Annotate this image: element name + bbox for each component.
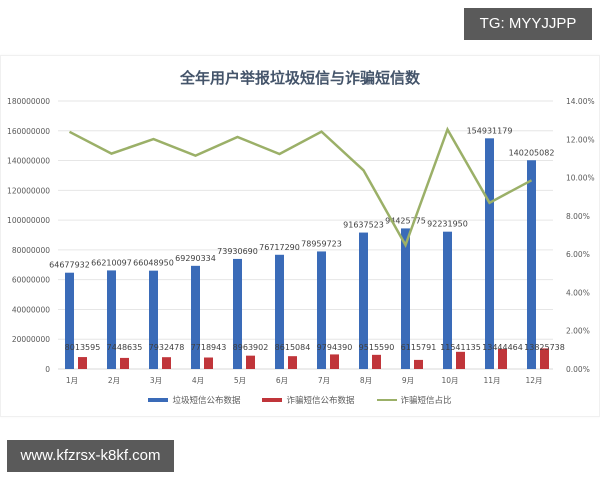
bar-spam-label: 69290334	[175, 254, 216, 263]
bar-spam	[527, 160, 536, 369]
bar-spam	[443, 231, 452, 369]
left-axis-tick: 0	[45, 365, 50, 374]
legend-swatch-icon	[376, 399, 397, 401]
bar-fraud-label: 8615084	[275, 343, 311, 352]
legend-label: 垃圾短信公布数据	[172, 396, 241, 406]
right-axis-tick: 6.00%	[566, 250, 590, 259]
bar-spam	[275, 254, 284, 369]
bar-fraud	[246, 355, 255, 369]
legend-item: 垃圾短信公布数据	[148, 394, 240, 406]
right-axis-tick: 8.00%	[566, 212, 590, 221]
chart-title: 全年用户举报垃圾短信与诈骗短信数	[179, 69, 420, 87]
bar-spam-label: 140205082	[509, 148, 555, 157]
x-axis-tick: 11月	[483, 376, 500, 385]
x-axis-tick: 3月	[150, 376, 162, 385]
bar-spam-label: 64677932	[49, 261, 90, 270]
bar-spam	[485, 138, 494, 369]
left-axis-tick: 140000000	[7, 157, 50, 166]
bar-fraud-label: 7932478	[149, 343, 185, 352]
right-axis-tick: 14.00%	[566, 97, 595, 106]
bar-fraud	[414, 359, 423, 369]
bar-fraud	[288, 356, 297, 369]
left-axis-tick: 160000000	[7, 127, 50, 136]
bar-fraud-label: 6115791	[401, 343, 437, 352]
bar-fraud-label: 7718943	[191, 343, 227, 352]
right-axis-tick: 2.00%	[566, 327, 590, 336]
x-axis-tick: 12月	[525, 376, 542, 385]
bar-spam-label: 91637523	[343, 221, 384, 230]
watermark-top: TG: MYYJJPP	[464, 8, 592, 40]
x-axis-tick: 5月	[234, 376, 246, 385]
x-axis-tick: 1月	[66, 376, 78, 385]
bar-spam	[317, 251, 326, 369]
bar-fraud-label: 8963902	[233, 343, 269, 352]
bar-spam	[65, 272, 74, 369]
bar-spam	[359, 232, 368, 369]
ratio-line	[68, 126, 533, 248]
left-axis-tick: 40000000	[12, 305, 50, 314]
bar-spam-label: 76717290	[259, 243, 300, 252]
bar-spam-label: 73930690	[217, 247, 258, 256]
legend-label: 诈骗短信占比	[400, 396, 452, 406]
bar-fraud	[120, 357, 129, 369]
bar-fraud	[498, 348, 507, 369]
right-axis-tick: 12.00%	[566, 135, 595, 144]
bar-fraud	[162, 357, 171, 369]
watermark-bottom: www.kfzrsx-k8kf.com	[7, 440, 174, 472]
left-axis-tick: 120000000	[7, 186, 50, 195]
bar-fraud	[372, 354, 381, 369]
bar-fraud-label: 11541135	[440, 343, 481, 352]
bar-fraud-label: 8013595	[65, 343, 101, 352]
x-axis-tick: 9月	[402, 376, 414, 385]
bar-fraud	[78, 357, 87, 369]
legend-item: 诈骗短信占比	[376, 394, 452, 406]
bar-spam-label: 92231950	[427, 220, 468, 229]
x-axis-tick: 10月	[441, 376, 458, 385]
bar-spam-label: 94425775	[385, 216, 426, 225]
legend-swatch-icon	[262, 398, 283, 402]
chart-legend: 垃圾短信公布数据 诈骗短信公布数据 诈骗短信占比	[0, 394, 600, 406]
bar-spam-label: 66048950	[133, 259, 174, 268]
bar-fraud	[330, 354, 339, 369]
bar-fraud	[540, 348, 549, 369]
bar-spam-label: 78959723	[301, 239, 342, 248]
x-axis-tick: 7月	[318, 376, 330, 385]
bar-spam	[401, 228, 410, 369]
bar-spam	[107, 270, 116, 369]
bar-fraud	[456, 351, 465, 369]
bar-spam-label: 154931179	[467, 126, 513, 135]
bar-fraud-label: 13825738	[524, 343, 565, 352]
right-axis-tick: 0.00%	[566, 365, 590, 374]
legend-label: 诈骗短信公布数据	[286, 396, 355, 406]
bar-fraud-label: 9515590	[359, 343, 395, 352]
bar-spam	[233, 258, 242, 369]
bar-fraud-label: 13444464	[482, 343, 523, 352]
left-axis-tick: 80000000	[12, 246, 50, 255]
bar-spam	[191, 265, 200, 369]
legend-swatch-icon	[148, 398, 169, 402]
left-axis-tick: 60000000	[12, 276, 50, 285]
bar-fraud-label: 9794390	[317, 343, 353, 352]
bar-fraud-label: 7448635	[107, 343, 143, 352]
left-axis-tick: 20000000	[12, 335, 50, 344]
x-axis-tick: 2月	[108, 376, 120, 385]
x-axis-tick: 4月	[192, 376, 204, 385]
bar-fraud	[204, 357, 213, 369]
bar-spam	[149, 270, 158, 369]
right-axis-tick: 4.00%	[566, 288, 590, 297]
x-axis-tick: 8月	[360, 376, 372, 385]
left-axis-tick: 100000000	[7, 216, 50, 225]
x-axis-tick: 6月	[276, 376, 288, 385]
left-axis-tick: 180000000	[7, 97, 50, 106]
bar-spam-label: 66210097	[91, 258, 132, 267]
right-axis-tick: 10.00%	[566, 174, 595, 183]
legend-item: 诈骗短信公布数据	[262, 394, 355, 406]
